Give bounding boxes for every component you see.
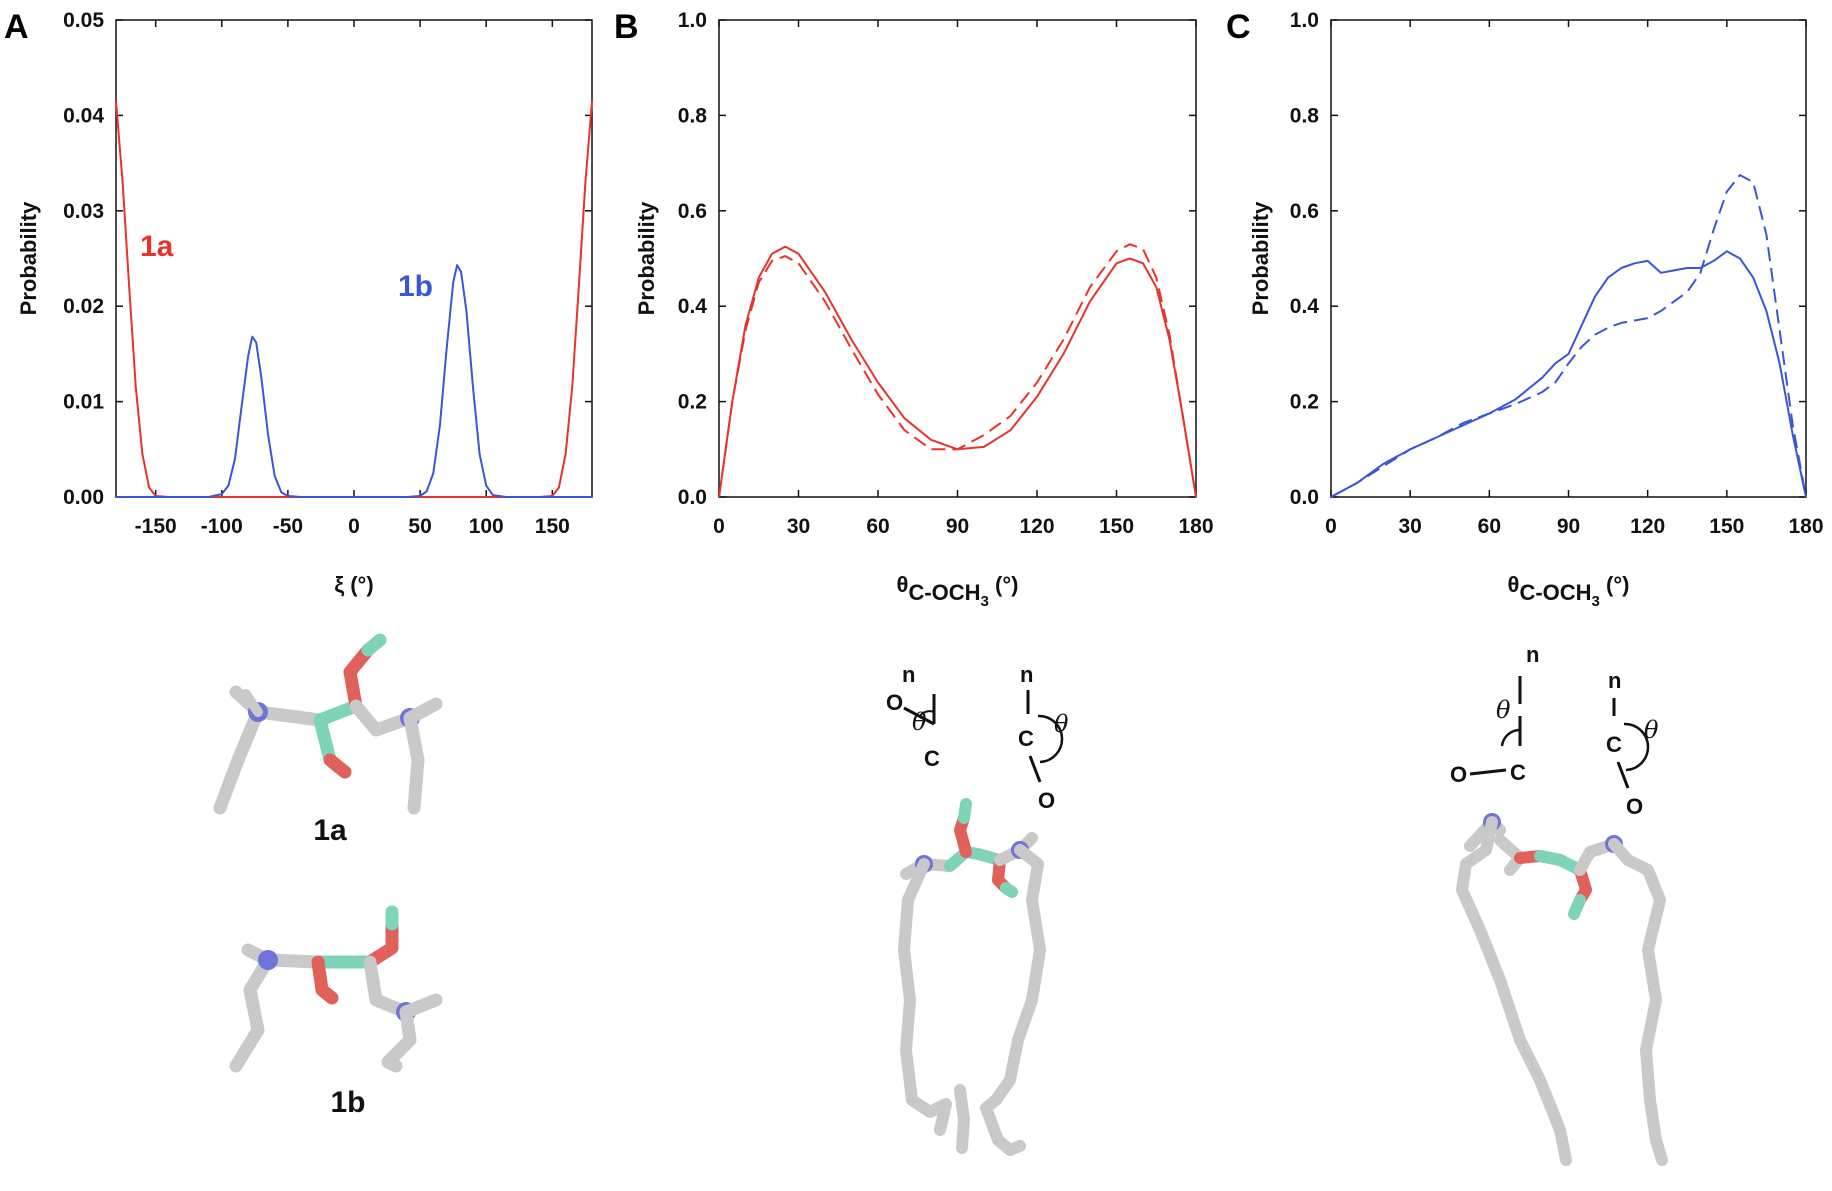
- chart-panel-a: 0.00 0.01 0.02 0.03 0.04 0.05 -150 -100 -50 0 50 10…: [16, 9, 593, 597]
- x-tick-label: 30: [787, 515, 810, 538]
- chart-panel-c: 0.0 0.2 0.4 0.6 0.8 1.0 0 30 60 90 120 150 180 Probab…: [1248, 9, 1824, 610]
- x-tick-label: 180: [1788, 515, 1823, 538]
- schematic-o-label: O: [1038, 788, 1055, 813]
- y-tick-label: 0.01: [63, 391, 104, 414]
- schematic-o-label: O: [1450, 762, 1467, 787]
- schematic-n-label: n: [1608, 668, 1621, 693]
- x-tick-label: 90: [1557, 515, 1580, 538]
- molecule-1b-label: 1b: [330, 1086, 365, 1119]
- curve-label-1a: 1a: [140, 230, 174, 263]
- schematic-theta-label: θ: [1644, 716, 1659, 744]
- y-tick-label: 0.2: [1290, 391, 1319, 414]
- schematic-c-label: C: [1510, 760, 1526, 785]
- schematic-n-label: n: [1526, 642, 1539, 667]
- molecule-1b-image: [229, 905, 443, 1073]
- x-tick-label: 30: [1398, 515, 1421, 538]
- angle-schematic-c-left: n θ C O: [1450, 642, 1539, 787]
- x-tick-label: 60: [866, 515, 889, 538]
- schematic-o-label: O: [886, 690, 903, 715]
- panel-letter-c: C: [1226, 8, 1251, 46]
- x-tick-label: 120: [1019, 515, 1054, 538]
- y-tick-label: 1.0: [678, 9, 707, 32]
- x-tick-label: 0: [713, 515, 725, 538]
- chart-panel-b: 0.0 0.2 0.4 0.6 0.8 1.0 0 30 60 90 120 150 180 Probab…: [634, 9, 1214, 610]
- series-line-solid: [1330, 250, 1807, 498]
- y-axis-label: Probability: [1248, 201, 1273, 315]
- schematic-theta-label: θ: [1496, 696, 1511, 724]
- molecule-1a-label: 1a: [313, 814, 347, 847]
- y-tick-label: 0.8: [1290, 104, 1320, 127]
- x-tick-label: -50: [273, 515, 303, 538]
- curve-label-1b: 1b: [398, 270, 433, 303]
- x-axis-label: θC-OCH3 (°): [897, 572, 1019, 610]
- x-tick-label: 100: [469, 515, 504, 538]
- y-tick-label: 0.02: [63, 295, 104, 318]
- x-tick-label: 90: [946, 515, 969, 538]
- x-axis-label: ξ (°): [334, 572, 373, 597]
- x-tick-label: 0: [348, 515, 360, 538]
- panel-letter-a: A: [4, 8, 29, 46]
- series-line-1a: [115, 101, 593, 498]
- molecule-c-image: [1456, 813, 1668, 1166]
- x-tick-label: -100: [201, 515, 243, 538]
- y-tick-label: 0.4: [1290, 295, 1320, 318]
- y-tick-label: 0.6: [1290, 200, 1319, 223]
- series-line-dashed: [1330, 174, 1807, 498]
- schematic-c-label: C: [924, 746, 940, 771]
- molecule-b-image: [898, 798, 1046, 1156]
- schematic-o-label: O: [1626, 794, 1643, 819]
- molecule-1a-image: [213, 633, 443, 815]
- y-tick-label: 0.6: [678, 200, 707, 223]
- x-axis-label: θC-OCH3 (°): [1508, 572, 1630, 610]
- plot-frame: [1330, 19, 1807, 498]
- x-tick-label: 150: [535, 515, 570, 538]
- y-tick-label: 0.03: [63, 200, 104, 223]
- schematic-c-label: C: [1018, 726, 1034, 751]
- series-line-1b: [116, 264, 592, 498]
- series-line-dashed: [718, 243, 1197, 498]
- y-tick-label: 0.0: [678, 486, 707, 509]
- y-tick-label: 0.05: [63, 9, 104, 32]
- y-tick-label: 0.8: [678, 104, 708, 127]
- y-tick-label: 0.4: [678, 295, 708, 318]
- schematic-theta-label: θ: [912, 708, 927, 736]
- y-axis-label: Probability: [634, 201, 659, 315]
- plot-frame: [115, 19, 593, 498]
- y-tick-label: 1.0: [1290, 9, 1319, 32]
- schematic-n-label: n: [902, 662, 915, 687]
- x-tick-label: 60: [1478, 515, 1501, 538]
- x-tick-label: 180: [1178, 515, 1213, 538]
- series-line-solid: [718, 245, 1197, 498]
- schematic-n-label: n: [1020, 662, 1033, 687]
- angle-schematic-b-right: n C θ O: [1018, 662, 1069, 813]
- schematic-c-label: C: [1606, 732, 1622, 757]
- y-tick-label: 0.2: [678, 391, 707, 414]
- y-axis-label: Probability: [16, 201, 41, 315]
- y-tick-label: 0.00: [63, 486, 104, 509]
- x-tick-label: 150: [1099, 515, 1134, 538]
- x-tick-label: 120: [1630, 515, 1665, 538]
- schematic-theta-label: θ: [1054, 710, 1069, 738]
- angle-schematic-c-right: n C θ O: [1606, 668, 1659, 819]
- x-tick-label: 50: [408, 515, 431, 538]
- x-tick-label: -150: [135, 515, 177, 538]
- x-tick-label: 0: [1325, 515, 1337, 538]
- angle-schematic-b-left: n O θ C: [886, 662, 940, 771]
- y-tick-label: 0.04: [63, 104, 104, 127]
- x-tick-label: 150: [1709, 515, 1744, 538]
- panel-letter-b: B: [614, 8, 639, 46]
- y-tick-label: 0.0: [1290, 486, 1319, 509]
